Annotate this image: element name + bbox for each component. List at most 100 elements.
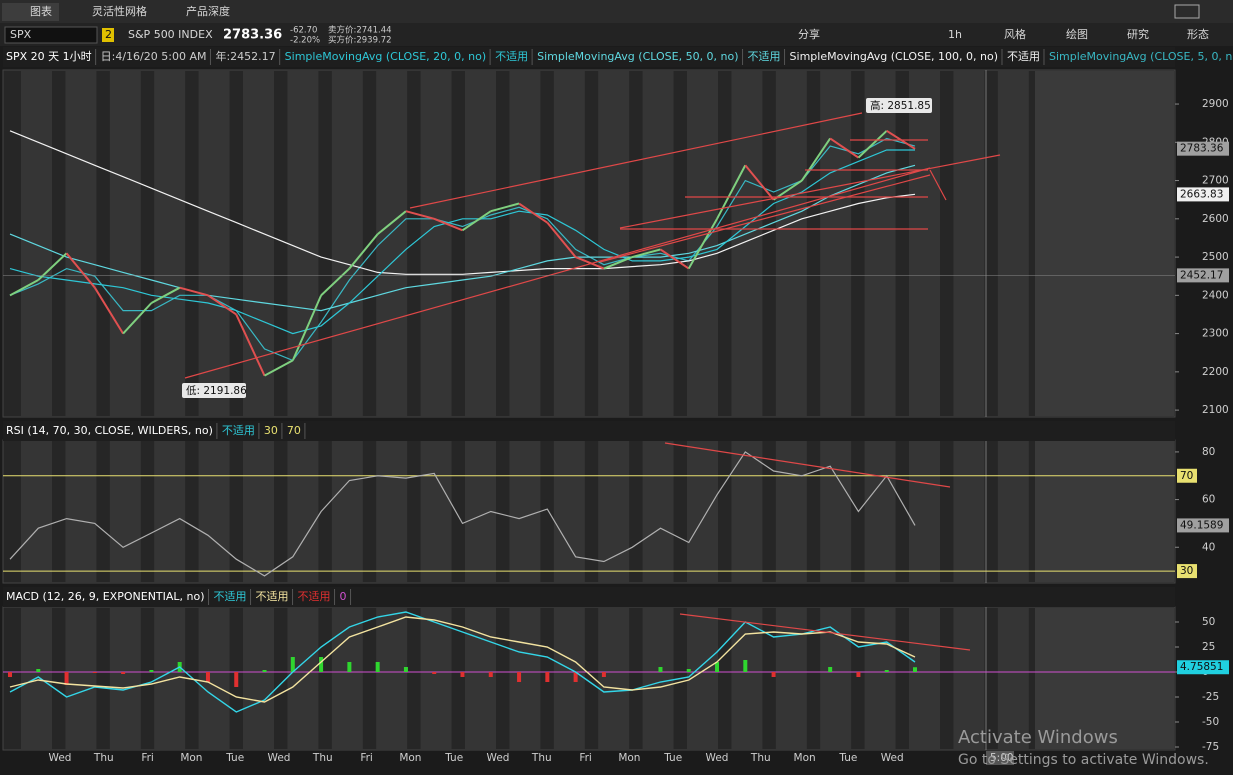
toolbar-button[interactable]: 分享: [798, 27, 820, 41]
tab[interactable]: 灵活性网格: [92, 4, 147, 18]
session-band: [331, 71, 363, 416]
trendline[interactable]: [409, 112, 863, 209]
price-segment: [179, 286, 209, 297]
price-segment: [801, 137, 831, 182]
histogram-bar: [545, 672, 550, 682]
study-name: SimpleMovingAvg (CLOSE, 20, 0, no): [285, 50, 486, 63]
session-band: [997, 608, 1029, 749]
price-segment: [320, 267, 351, 297]
trendline[interactable]: [619, 154, 1001, 229]
histogram-bar: [319, 657, 324, 672]
y-tick-label: 2100: [1202, 404, 1229, 416]
y-tick-label: 2500: [1202, 251, 1229, 263]
macd-trendline[interactable]: [679, 613, 971, 651]
year-value: 年:2452.17: [215, 49, 275, 63]
histogram-bar: [715, 662, 720, 672]
toolbar-button[interactable]: 风格: [1004, 27, 1026, 41]
session-band: [109, 441, 141, 582]
histogram-bar: [601, 672, 606, 677]
link[interactable]: 2: [105, 28, 112, 41]
x-tick-label: Tue: [838, 752, 857, 764]
y-tick-label: -75: [1202, 741, 1219, 753]
level-value: 70: [287, 424, 301, 437]
x-tick-label: Wed: [706, 752, 729, 764]
y-tick-label: 50: [1202, 616, 1215, 628]
session-band: [154, 441, 186, 582]
rsi-trendline[interactable]: [664, 442, 951, 488]
x-tick-label: Thu: [750, 752, 771, 764]
level-tag-label: 30: [1180, 565, 1193, 577]
histogram-bar: [36, 669, 41, 672]
price-tag-label: 2663.83: [1180, 188, 1223, 200]
study-status: 不适用: [1007, 50, 1040, 63]
session-band: [997, 441, 1029, 582]
study-status: 不适用: [222, 424, 255, 437]
symbol[interactable]: SPX: [10, 28, 32, 41]
tab[interactable]: 产品深度: [186, 4, 230, 18]
high-bubble: [866, 98, 932, 113]
trendline[interactable]: [184, 167, 931, 379]
symbol-box[interactable]: [4, 26, 98, 44]
projection[interactable]: [929, 169, 947, 201]
price-tag-label: 2783.36: [1180, 143, 1224, 155]
histogram-bar: [460, 672, 465, 677]
toolbar-button[interactable]: 形态: [1187, 28, 1209, 41]
y-tick-label: 2200: [1202, 366, 1229, 378]
toolbar-button[interactable]: 研究: [1127, 27, 1149, 41]
histogram-bar: [573, 672, 578, 682]
histogram-bar: [743, 660, 748, 672]
study-status: 不适用: [495, 50, 528, 63]
histogram-bar: [828, 667, 833, 672]
price-tag: [1177, 660, 1229, 675]
x-tick-label: Mon: [399, 752, 421, 764]
time-bubble: [986, 751, 1014, 765]
session-band: [509, 71, 541, 416]
session-band: [598, 608, 630, 749]
x-tick-label: Wed: [487, 752, 510, 764]
price-segment: [150, 286, 181, 304]
histogram-bar: [8, 672, 12, 677]
x-tick-label: Wed: [881, 752, 904, 764]
trendline[interactable]: [599, 174, 931, 263]
price-segment: [631, 248, 661, 259]
session-band: [198, 71, 230, 416]
session-band: [687, 441, 718, 582]
price-segment: [65, 252, 96, 289]
study-status: 不适用: [748, 50, 781, 63]
session-band: [198, 608, 230, 749]
session-band: [331, 441, 363, 582]
watermark-title: Activate Windows: [958, 727, 1118, 748]
session-band: [598, 441, 630, 582]
rsi-line: [9, 451, 916, 577]
session-band: [21, 441, 52, 582]
session-band: [553, 608, 585, 749]
future-area: [1035, 71, 1174, 416]
session-band: [287, 441, 319, 582]
study-name: SimpleMovingAvg (CLOSE, 5, 0, no): [1049, 50, 1233, 63]
x-tick-label: Mon: [618, 752, 640, 764]
session-band: [509, 441, 541, 582]
tab-active[interactable]: [2, 3, 59, 21]
low-label: 低: 2191.86: [186, 384, 247, 397]
session-band: [65, 71, 97, 416]
ask: 买方价:2939.72: [328, 35, 392, 46]
histogram-bar: [64, 672, 69, 685]
level-tag: [1177, 564, 1197, 579]
window-button[interactable]: [1174, 4, 1200, 19]
y-tick-label: -50: [1202, 716, 1219, 728]
session-band: [287, 71, 319, 416]
tab[interactable]: 图表: [30, 4, 52, 18]
x-tick-label: Fri: [141, 752, 154, 764]
toolbar-button[interactable]: 绘图: [1066, 27, 1088, 41]
toolbar-button[interactable]: 1h: [948, 28, 962, 41]
session-band: [775, 608, 807, 749]
price-segment: [122, 302, 153, 335]
session-band: [376, 608, 408, 749]
link-badge[interactable]: [102, 28, 114, 42]
session-band: [864, 608, 896, 749]
session-band: [864, 71, 896, 416]
future-area: [1035, 608, 1174, 749]
drawings: [184, 112, 1001, 651]
session-band: [376, 441, 408, 582]
histogram-bar: [205, 672, 210, 682]
